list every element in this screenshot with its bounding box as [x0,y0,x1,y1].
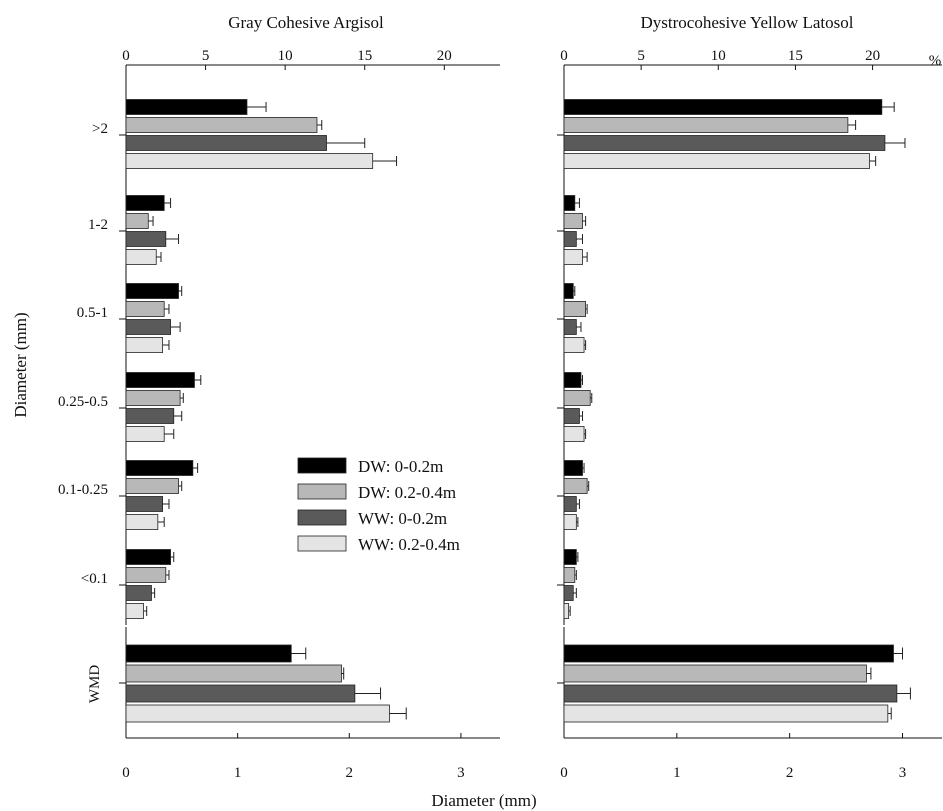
legend-label: DW: 0-0.2m [358,457,443,476]
top-tick-label: 0 [122,48,130,64]
bar-0.5-1-s2 [563,319,577,335]
bar->2-s2 [125,135,327,151]
bar-0.5-1-s3 [125,337,164,353]
bar-0.5-1-s1 [563,301,587,317]
bottom-tick-label: 2 [346,765,354,781]
bar-1-2-s1 [125,213,149,229]
percent-unit-label: % [929,53,942,69]
bar-0.25-0.5-s3 [563,426,585,442]
bar->2-s3 [125,153,374,169]
bar-1-2-s3 [563,249,583,265]
top-tick-label: 20 [437,48,452,64]
bar-<0.1-s3 [125,603,144,619]
bar-0.1-0.25-s3 [125,514,159,530]
category-label: 1-2 [88,217,108,233]
bar-0.5-1-s1 [125,301,165,317]
bar-0.25-0.5-s1 [563,390,591,406]
bar-1-2-s2 [563,231,577,247]
bar-0.1-0.25-s2 [563,496,577,512]
bottom-tick-label: 0 [560,765,568,781]
category-label: 0.5-1 [77,305,108,321]
bar-0.5-1-s0 [125,283,179,299]
bar-wmd-s3 [563,704,889,723]
bar->2-s1 [125,117,318,133]
bar-0.5-1-s0 [563,283,574,299]
bar-<0.1-s1 [563,567,576,583]
bar-<0.1-s0 [563,549,577,565]
bar-<0.1-s0 [125,549,171,565]
top-tick-label: 0 [560,48,568,64]
bar-wmd-s1 [125,664,342,683]
category-label: 0.1-0.25 [58,482,108,498]
bar->2-s3 [563,153,870,169]
bar-wmd-s2 [563,684,898,703]
bar->2-s2 [563,135,886,151]
top-tick-label: 10 [711,48,726,64]
bar-0.1-0.25-s0 [563,460,583,476]
bar-1-2-s2 [125,231,167,247]
category-label-wmd: WMD [87,665,103,703]
top-tick-label: 20 [865,48,880,64]
bar-wmd-s0 [563,644,894,663]
panel-title: Gray Cohesive Argisol [228,13,384,32]
bar-0.25-0.5-s1 [125,390,181,406]
x-axis-label: Diameter (mm) [431,791,536,810]
top-tick-label: 5 [202,48,210,64]
bar->2-s1 [563,117,849,133]
top-tick-label: 5 [637,48,645,64]
bottom-tick-label: 3 [457,765,465,781]
legend-label: DW: 0.2-0.4m [358,483,456,502]
bottom-tick-label: 0 [122,765,130,781]
legend-swatch [297,483,347,500]
bottom-tick-label: 1 [673,765,681,781]
bar-0.1-0.25-s1 [563,478,588,494]
bar-<0.1-s3 [563,603,570,619]
top-tick-label: 15 [357,48,372,64]
legend-label: WW: 0-0.2m [358,509,447,528]
legend-swatch [297,535,347,552]
bar-1-2-s0 [125,195,165,211]
bar-<0.1-s1 [125,567,167,583]
bar-1-2-s3 [125,249,157,265]
bottom-tick-label: 1 [234,765,242,781]
legend: DW: 0-0.2m DW: 0.2-0.4m WW: 0-0.2m WW: 0.2-… [297,457,460,554]
category-label: <0.1 [81,571,108,587]
bar-wmd-s3 [125,704,390,723]
bar->2-s0 [125,99,248,115]
top-tick-label: 15 [788,48,803,64]
bar-0.1-0.25-s0 [125,460,194,476]
legend-swatch [297,509,347,526]
bar-wmd-s1 [563,664,867,683]
bar-0.25-0.5-s2 [125,408,175,424]
legend-swatch [297,457,347,474]
bar-0.1-0.25-s3 [563,514,577,530]
legend-label: WW: 0.2-0.4m [358,535,460,554]
panel-title: Dystrocohesive Yellow Latosol [641,13,854,32]
bar->2-s0 [563,99,883,115]
category-label: >2 [92,121,108,137]
bar-1-2-s1 [563,213,583,229]
bar-0.25-0.5-s2 [563,408,580,424]
bar-0.1-0.25-s1 [125,478,179,494]
top-tick-label: 10 [278,48,293,64]
bar-0.5-1-s3 [563,337,585,353]
bar-0.1-0.25-s2 [125,496,164,512]
bar-<0.1-s2 [125,585,152,601]
bar-0.25-0.5-s0 [125,372,195,388]
bar-wmd-s2 [125,684,356,703]
bar-<0.1-s2 [563,585,574,601]
bar-wmd-s0 [125,644,292,663]
bar-0.5-1-s2 [125,319,171,335]
bottom-tick-label: 2 [786,765,794,781]
bottom-tick-label: 3 [899,765,907,781]
y-axis-label: Diameter (mm) [11,312,30,417]
category-label: 0.25-0.5 [58,394,108,410]
bar-1-2-s0 [563,195,576,211]
bar-0.25-0.5-s0 [563,372,582,388]
bar-0.25-0.5-s3 [125,426,165,442]
